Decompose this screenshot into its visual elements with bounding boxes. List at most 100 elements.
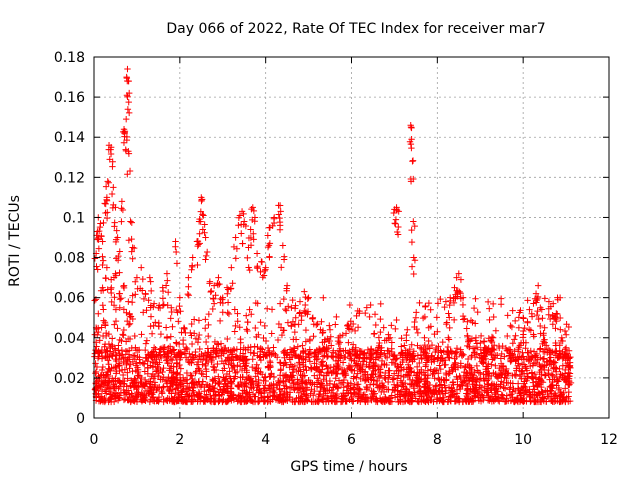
data-point [250, 230, 257, 237]
data-point [177, 387, 185, 394]
data-points [91, 65, 575, 406]
data-point [271, 389, 278, 396]
data-point [107, 150, 115, 158]
data-point [126, 167, 134, 175]
data-point [410, 218, 417, 225]
data-point [524, 297, 531, 304]
data-point [239, 373, 246, 381]
data-point [215, 274, 222, 281]
data-point [184, 290, 192, 298]
data-point [290, 378, 297, 386]
data-point [317, 326, 324, 333]
data-point [148, 330, 156, 337]
data-point [393, 381, 401, 389]
data-point [379, 396, 387, 403]
data-point [557, 370, 564, 378]
data-point [394, 231, 402, 238]
data-point [302, 338, 310, 345]
data-point [551, 359, 559, 366]
data-point [102, 397, 109, 404]
data-point [262, 266, 269, 273]
data-point [390, 352, 397, 359]
data-point [510, 354, 517, 361]
data-point [552, 368, 560, 375]
data-point [103, 264, 111, 271]
data-point [231, 306, 238, 313]
data-point [361, 396, 368, 403]
data-point [468, 364, 475, 371]
data-point [305, 376, 312, 384]
data-point [247, 381, 255, 389]
data-point [96, 223, 104, 231]
data-point [350, 391, 357, 398]
data-point [392, 355, 400, 363]
data-point [320, 294, 327, 301]
data-point [352, 351, 360, 359]
data-point [291, 321, 299, 328]
data-point [497, 301, 505, 308]
data-point [386, 334, 394, 341]
data-point [298, 312, 305, 320]
data-point [176, 294, 184, 301]
data-point [144, 387, 152, 395]
data-point [257, 368, 264, 376]
data-point [428, 341, 436, 349]
data-point [232, 369, 239, 377]
data-point [527, 327, 535, 334]
data-point [101, 343, 108, 350]
data-point [377, 328, 384, 336]
data-point [246, 377, 254, 384]
data-point [248, 310, 255, 318]
data-point [406, 381, 414, 388]
data-point [377, 315, 384, 323]
data-point [461, 364, 468, 372]
data-point [249, 391, 257, 398]
data-point [254, 397, 262, 405]
data-point [382, 369, 389, 377]
data-point [441, 377, 448, 384]
data-point [554, 310, 561, 318]
data-point [540, 330, 547, 337]
data-point [246, 389, 253, 396]
data-point [112, 390, 120, 397]
data-point [539, 389, 546, 396]
data-point [529, 394, 537, 402]
data-point [143, 307, 150, 314]
data-point [117, 379, 124, 387]
data-point [217, 347, 225, 354]
data-point [516, 398, 524, 405]
data-point [260, 272, 268, 279]
data-point [176, 361, 183, 369]
data-point [469, 319, 476, 326]
data-point [439, 357, 447, 365]
x-tick-label: 2 [175, 432, 184, 448]
data-point [134, 364, 141, 371]
data-point [200, 398, 207, 405]
data-point [410, 270, 417, 278]
data-point [306, 358, 314, 365]
data-point [533, 297, 540, 304]
data-point [472, 393, 479, 400]
data-point [253, 264, 261, 271]
data-point [319, 396, 326, 404]
data-point [185, 358, 192, 366]
data-point [102, 183, 110, 190]
data-point [503, 375, 510, 382]
data-point [445, 370, 452, 377]
data-point [241, 396, 249, 404]
data-point [435, 387, 442, 394]
data-point [395, 223, 402, 231]
data-point [559, 348, 566, 356]
data-point [544, 358, 551, 365]
data-point [225, 361, 232, 368]
data-point [371, 330, 378, 337]
data-point [116, 304, 123, 311]
data-point [496, 344, 503, 352]
data-point [332, 394, 340, 402]
data-point [381, 360, 388, 368]
data-point [187, 353, 194, 361]
data-point [138, 264, 145, 271]
data-point [253, 333, 260, 341]
data-point [131, 332, 138, 340]
